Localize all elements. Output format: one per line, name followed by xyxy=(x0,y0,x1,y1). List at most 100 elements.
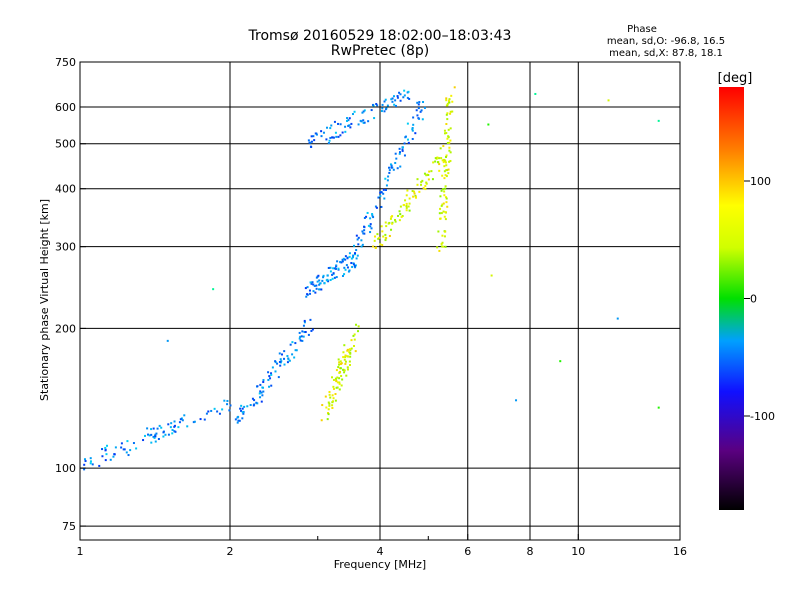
echo-point xyxy=(402,203,405,206)
echo-point xyxy=(419,110,422,113)
echo-point xyxy=(352,334,355,337)
echo-point xyxy=(167,433,170,436)
x-tick-label: 16 xyxy=(673,545,687,558)
echo-point xyxy=(398,219,401,222)
echo-point xyxy=(487,123,490,126)
echo-point xyxy=(414,132,417,135)
echo-point xyxy=(448,146,451,149)
echo-point xyxy=(320,135,323,138)
echo-point xyxy=(422,187,425,190)
echo-point xyxy=(342,351,345,354)
echo-point xyxy=(384,188,387,191)
echo-point xyxy=(333,267,336,270)
echo-point xyxy=(422,101,425,104)
echo-point xyxy=(405,206,408,209)
echo-point xyxy=(300,335,303,338)
echo-point xyxy=(319,282,322,285)
echo-point xyxy=(348,348,351,351)
echo-points xyxy=(83,86,660,471)
echo-point xyxy=(315,132,318,135)
phase-info-o: mean, sd,O: -96.8, 16.5 xyxy=(607,36,725,47)
echo-point xyxy=(193,420,196,423)
echo-point xyxy=(363,225,366,228)
echo-point xyxy=(357,243,360,246)
echo-point xyxy=(444,161,447,164)
echo-point xyxy=(162,435,165,438)
echo-point xyxy=(407,90,410,93)
echo-point xyxy=(325,279,328,282)
echo-point xyxy=(444,218,447,221)
echo-point xyxy=(316,280,319,283)
echo-point xyxy=(401,149,404,152)
echo-point xyxy=(353,338,356,341)
echo-point xyxy=(123,448,126,451)
echo-point xyxy=(210,409,213,412)
echo-point xyxy=(344,258,347,261)
echo-point xyxy=(154,435,157,438)
echo-point xyxy=(404,199,407,202)
echo-point xyxy=(441,174,444,177)
echo-point xyxy=(338,363,341,366)
echo-point xyxy=(418,190,421,193)
echo-point xyxy=(442,188,445,191)
echo-point xyxy=(331,407,334,410)
echo-point xyxy=(447,135,450,138)
echo-point xyxy=(392,95,395,98)
grid-lines xyxy=(80,62,680,540)
echo-point xyxy=(443,235,446,238)
echo-point xyxy=(415,109,418,112)
echo-point xyxy=(438,169,441,172)
echo-point xyxy=(203,418,206,421)
echo-point xyxy=(173,430,176,433)
echo-point xyxy=(302,324,305,327)
echo-point xyxy=(240,409,243,412)
echo-point xyxy=(243,405,246,408)
echo-point xyxy=(321,279,324,282)
echo-point xyxy=(315,287,318,290)
echo-point xyxy=(337,135,340,138)
echo-point xyxy=(414,196,417,199)
echo-point xyxy=(446,205,449,208)
echo-point xyxy=(381,244,384,247)
echo-point xyxy=(341,260,344,263)
echo-point xyxy=(657,406,660,409)
echo-point xyxy=(423,106,426,109)
echo-point xyxy=(375,102,378,105)
echo-point xyxy=(104,449,107,452)
echo-point xyxy=(344,268,347,271)
echo-point xyxy=(444,156,447,159)
echo-point xyxy=(344,362,347,365)
echo-point xyxy=(237,419,240,422)
echo-point xyxy=(357,123,360,126)
echo-point xyxy=(396,95,399,98)
echo-point xyxy=(328,390,331,393)
echo-point xyxy=(387,222,390,225)
echo-point xyxy=(417,107,420,110)
echo-point xyxy=(332,385,335,388)
echo-point xyxy=(157,438,160,441)
echo-point xyxy=(353,244,356,247)
echo-point xyxy=(356,254,359,257)
echo-point xyxy=(259,396,262,399)
echo-point xyxy=(381,103,384,106)
echo-point xyxy=(448,141,451,144)
echo-point xyxy=(343,266,346,269)
echo-point xyxy=(178,421,181,424)
echo-point xyxy=(442,245,445,248)
echo-point xyxy=(241,407,244,410)
echo-point xyxy=(383,110,386,113)
echo-point xyxy=(330,124,333,127)
echo-point xyxy=(332,387,335,390)
echo-point xyxy=(349,126,352,129)
echo-point xyxy=(332,267,335,270)
y-tick-label: 200 xyxy=(55,322,76,335)
echo-point xyxy=(315,284,318,287)
echo-point xyxy=(320,130,323,133)
echo-point xyxy=(347,124,350,127)
echo-point xyxy=(171,432,174,435)
echo-point xyxy=(283,363,286,366)
echo-point xyxy=(399,151,402,154)
echo-point xyxy=(390,228,393,231)
echo-point xyxy=(407,205,410,208)
echo-point xyxy=(453,86,456,89)
